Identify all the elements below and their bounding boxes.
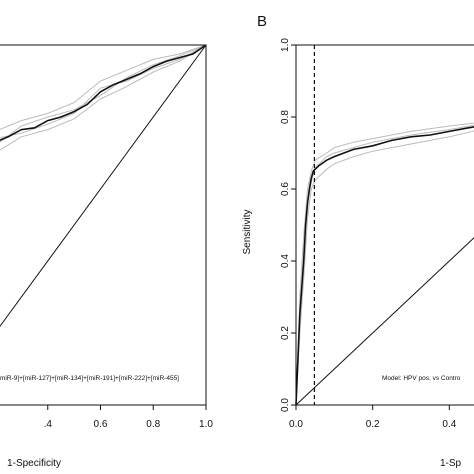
panel-b-y-ticks: 0.0 0.2 0.4 0.6 0.8 1.0 <box>280 38 296 412</box>
panel-a-x-axis-title: 1-Specificity <box>7 458 61 469</box>
panel-b-y-axis-title: Sensitivity <box>242 209 253 254</box>
panel-a-model-annotation: miR-9]+[miR-127]+[miR-134]+[miR-191]+[mi… <box>0 375 179 382</box>
panel-a-x-ticks: .4 0.6 0.8 1.0 <box>44 405 213 430</box>
panel-b-y-tick-label-4: 0.8 <box>280 110 291 124</box>
panel-b-letter: B <box>257 13 267 30</box>
panel-a-x-tick-label-2: 0.8 <box>146 419 160 430</box>
panel-b-y-tick-label-0: 0.0 <box>280 398 291 412</box>
panel-a-bootstrap-line-3 <box>0 44 207 143</box>
panel-b-x-tick-label-2: 0.4 <box>442 419 456 430</box>
panel-a-bootstrap-line-2 <box>0 44 207 151</box>
panel-b-roc-line-0 <box>295 126 474 406</box>
panel-b-bootstrap-line-2 <box>295 130 474 406</box>
panel-b-x-tick-label-1: 0.2 <box>366 419 380 430</box>
panel-b-y-tick-label-5: 1.0 <box>280 38 291 52</box>
panel-a-x-tick-label-0: .4 <box>44 419 53 430</box>
panel-b-plot-frame <box>295 44 474 406</box>
panel-b-main-lines <box>295 126 474 406</box>
panel-a-reference-line-5 <box>0 44 207 328</box>
panel-b-bootstrap-line-3 <box>295 124 474 406</box>
panel-a-roc-line-0 <box>0 44 207 142</box>
panel-b-y-tick-label-3: 0.6 <box>280 182 291 196</box>
panel-a-x-tick-label-1: 0.6 <box>94 419 108 430</box>
panel-b-x-ticks: 0.0 0.2 0.4 <box>289 405 457 430</box>
panel-a: .4 0.6 0.8 1.0 miR-9]+[miR-127]+[miR-134]+[… <box>0 44 213 469</box>
panel-b-bootstrap-curves <box>295 122 474 406</box>
panel-a-bootstrap-line-1 <box>0 44 207 130</box>
panel-b-model-annotation: Model: HPV pos. vs Contro <box>382 375 461 382</box>
panel-b-x-tick-label-0: 0.0 <box>289 419 303 430</box>
panel-b-reference-line-4 <box>295 237 474 406</box>
panel-b-bootstrap-line-1 <box>295 122 474 406</box>
panel-a-plot-frame <box>0 44 207 406</box>
panel-a-x-tick-label-3: 1.0 <box>199 419 213 430</box>
panel-b-x-axis-title: 1-Sp <box>440 458 462 469</box>
panel-a-bootstrap-line-4 <box>0 44 207 139</box>
panel-b-y-tick-label-1: 0.2 <box>280 326 291 340</box>
panel-b: B 0.0 0.2 0.4 0.0 0.2 0.4 0.6 0.8 1.0 Model: HP… <box>242 13 474 469</box>
panel-a-main-lines <box>0 44 207 328</box>
panel-b-y-tick-label-2: 0.4 <box>280 254 291 268</box>
panel-a-bootstrap-curves <box>0 44 207 151</box>
